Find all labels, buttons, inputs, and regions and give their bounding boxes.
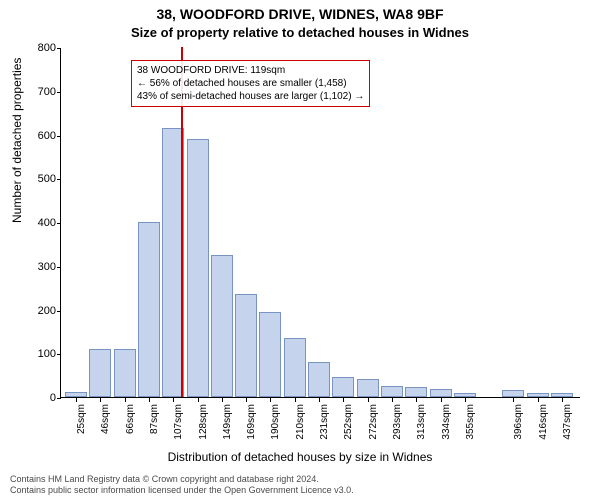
x-tick-mark	[343, 398, 344, 402]
x-tick-label: 107sqm	[173, 404, 184, 444]
annotation-line-2: ← 56% of detached houses are smaller (1,…	[137, 77, 364, 90]
histogram-bar	[527, 393, 549, 397]
x-tick-mark	[76, 398, 77, 402]
x-tick-mark	[149, 398, 150, 402]
histogram-bar	[138, 222, 160, 397]
histogram-bar	[454, 393, 476, 397]
y-axis-label: Number of detached properties	[10, 58, 24, 223]
x-tick-label: 252sqm	[343, 404, 354, 444]
histogram-bar	[259, 312, 281, 397]
histogram-bar	[89, 349, 111, 397]
x-tick-mark	[368, 398, 369, 402]
x-tick-mark	[392, 398, 393, 402]
x-tick-label: 334sqm	[441, 404, 452, 444]
x-tick-mark	[173, 398, 174, 402]
x-axis-label: Distribution of detached houses by size …	[0, 450, 600, 464]
x-tick-label: 396sqm	[513, 404, 524, 444]
histogram-bar	[284, 338, 306, 397]
x-tick-mark	[246, 398, 247, 402]
x-tick-label: 46sqm	[100, 404, 111, 444]
x-tick-mark	[125, 398, 126, 402]
x-tick-mark	[100, 398, 101, 402]
footer-attribution: Contains HM Land Registry data © Crown c…	[10, 474, 354, 496]
y-tick-mark	[57, 136, 61, 137]
histogram-bar	[430, 389, 452, 397]
x-tick-mark	[295, 398, 296, 402]
y-tick-mark	[57, 179, 61, 180]
histogram-bar	[332, 377, 354, 397]
annotation-line-1: 38 WOODFORD DRIVE: 119sqm	[137, 64, 364, 77]
histogram-bar	[187, 139, 209, 397]
x-tick-mark	[416, 398, 417, 402]
x-tick-mark	[222, 398, 223, 402]
x-tick-label: 231sqm	[319, 404, 330, 444]
y-tick-mark	[57, 354, 61, 355]
x-tick-mark	[198, 398, 199, 402]
x-tick-label: 149sqm	[222, 404, 233, 444]
x-tick-label: 210sqm	[295, 404, 306, 444]
y-tick-mark	[57, 267, 61, 268]
histogram-bar	[65, 392, 87, 397]
x-tick-mark	[270, 398, 271, 402]
x-tick-label: 293sqm	[392, 404, 403, 444]
x-tick-mark	[513, 398, 514, 402]
x-tick-label: 272sqm	[368, 404, 379, 444]
histogram-bar	[502, 390, 524, 397]
plot-area: 38 WOODFORD DRIVE: 119sqm ← 56% of detac…	[60, 48, 580, 398]
histogram-bar	[551, 393, 573, 397]
histogram-bar	[235, 294, 257, 397]
y-tick-mark	[57, 398, 61, 399]
y-tick-mark	[57, 48, 61, 49]
x-tick-mark	[538, 398, 539, 402]
histogram-bar	[211, 255, 233, 397]
histogram-bar	[405, 387, 427, 397]
x-tick-label: 313sqm	[416, 404, 427, 444]
annotation-line-3: 43% of semi-detached houses are larger (…	[137, 90, 364, 103]
x-tick-label: 87sqm	[149, 404, 160, 444]
x-tick-label: 66sqm	[125, 404, 136, 444]
annotation-box: 38 WOODFORD DRIVE: 119sqm ← 56% of detac…	[131, 60, 370, 107]
x-tick-label: 190sqm	[270, 404, 281, 444]
x-tick-mark	[441, 398, 442, 402]
chart-title-address: 38, WOODFORD DRIVE, WIDNES, WA8 9BF	[0, 6, 600, 22]
footer-line-1: Contains HM Land Registry data © Crown c…	[10, 474, 354, 485]
histogram-bar	[381, 386, 403, 397]
y-tick-mark	[57, 223, 61, 224]
x-tick-label: 355sqm	[465, 404, 476, 444]
histogram-bar	[357, 379, 379, 397]
y-tick-mark	[57, 92, 61, 93]
x-tick-mark	[319, 398, 320, 402]
footer-line-2: Contains public sector information licen…	[10, 485, 354, 496]
histogram-bar	[308, 362, 330, 397]
x-tick-label: 437sqm	[562, 404, 573, 444]
x-tick-label: 416sqm	[538, 404, 549, 444]
chart-title-subtitle: Size of property relative to detached ho…	[0, 25, 600, 40]
histogram-bar	[114, 349, 136, 397]
x-tick-label: 25sqm	[76, 404, 87, 444]
x-tick-mark	[465, 398, 466, 402]
x-tick-label: 169sqm	[246, 404, 257, 444]
x-tick-mark	[562, 398, 563, 402]
y-tick-mark	[57, 311, 61, 312]
x-tick-label: 128sqm	[198, 404, 209, 444]
